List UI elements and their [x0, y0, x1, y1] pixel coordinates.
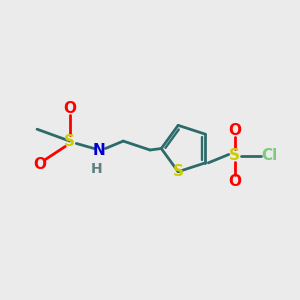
Text: Cl: Cl [261, 148, 277, 164]
Text: O: O [228, 174, 241, 189]
Text: O: O [34, 158, 46, 172]
Text: S: S [64, 134, 75, 148]
Text: O: O [63, 101, 76, 116]
Text: O: O [228, 123, 241, 138]
Text: N: N [93, 142, 106, 158]
Text: H: H [91, 162, 102, 176]
Text: S: S [229, 148, 240, 164]
Text: S: S [172, 164, 184, 179]
